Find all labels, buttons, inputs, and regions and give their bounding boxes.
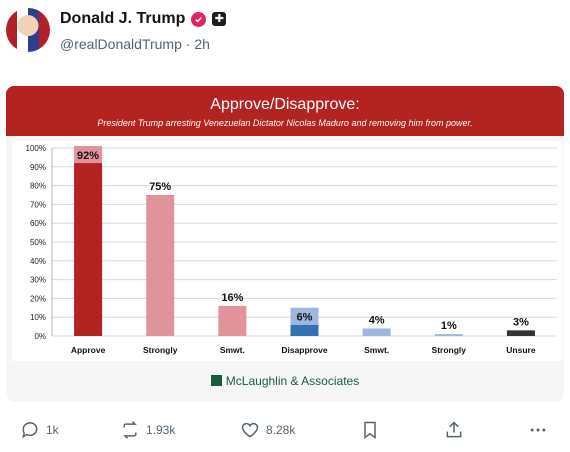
bar [290,324,319,336]
pollster-name: McLaughlin & Associates [225,374,360,388]
reply-count: 1k [46,423,59,437]
bar [74,163,103,336]
data-label: 16% [221,292,243,304]
data-label: 3% [513,316,529,328]
y-tick-label: 20% [30,294,46,303]
more-button[interactable] [528,420,548,440]
repost-count: 1.93k [146,423,176,437]
x-tick-label: Smwt. [220,345,245,355]
y-tick-label: 80% [30,182,46,191]
post-media-card[interactable]: Approve/Disapprove: President Trump arre… [6,86,564,402]
y-tick-label: 50% [30,238,46,247]
separator: · [185,36,191,52]
like-count: 8.28k [266,423,296,437]
data-label-box [74,146,103,164]
data-label: 4% [369,314,385,326]
chart-title: Approve/Disapprove: [210,96,360,113]
like-button[interactable]: 8.28k [240,420,295,440]
share-button[interactable] [444,420,464,440]
y-tick-label: 30% [30,276,46,285]
share-icon [446,421,462,438]
y-tick-label: 90% [30,163,46,172]
bar [146,195,175,336]
affiliation-badge-icon: ✚ [212,12,227,26]
chart-subtitle: President Trump arresting Venezuelan Dic… [97,118,473,128]
display-name[interactable]: Donald J. Trump [60,10,186,27]
x-tick-label: Strongly [143,345,178,355]
chart-banner: Approve/Disapprove: President Trump arre… [6,86,564,136]
chart-panel: 0% 10% 20% 30% 40% 50% 60% 70% 80% 90% 100% 92% Appr… [12,141,562,361]
pollster-logo: McLaughlin & Associates [6,374,564,388]
more-icon [530,428,546,432]
heart-icon [241,422,259,438]
bookmark-icon [364,421,376,439]
y-tick-label: 70% [30,200,46,209]
x-tick-label: Strongly [432,345,467,355]
y-tick-label: 0% [34,332,46,341]
y-tick-label: 40% [30,257,46,266]
y-tick-label: 60% [30,219,46,228]
action-bar: 1k 1.93k 8.28k [0,420,570,444]
y-tick-label: 10% [30,313,46,322]
repost-button[interactable]: 1.93k [120,420,175,440]
data-label-box [290,307,319,325]
x-tick-label: Approve [71,345,106,355]
avatar[interactable] [6,8,50,52]
bar [506,330,535,336]
bar [362,328,391,336]
data-label: 92% [77,150,99,162]
author-row: Donald J. Trump ✚ [60,10,227,28]
bookmark-button[interactable] [360,420,380,440]
data-label: 6% [297,312,313,324]
repost-icon [123,421,137,439]
x-tick-label: Smwt. [364,345,389,355]
data-label: 75% [149,181,171,193]
verified-badge-icon [191,11,207,27]
reply-icon [22,422,38,439]
y-tick-label: 100% [26,144,46,153]
handle[interactable]: @realDonaldTrump [60,36,182,52]
reply-button[interactable]: 1k [20,420,59,440]
pollster-logo-icon [210,375,222,386]
bar [434,334,463,336]
x-tick-label: Unsure [506,345,536,355]
timestamp[interactable]: 2h [194,36,210,52]
data-label: 1% [441,320,457,332]
handle-row: @realDonaldTrump · 2h [60,36,210,52]
x-tick-label: Disapprove [281,345,328,355]
bar-chart: 0% 10% 20% 30% 40% 50% 60% 70% 80% 90% 100% 92% Appr… [26,144,557,355]
bar [218,305,247,336]
